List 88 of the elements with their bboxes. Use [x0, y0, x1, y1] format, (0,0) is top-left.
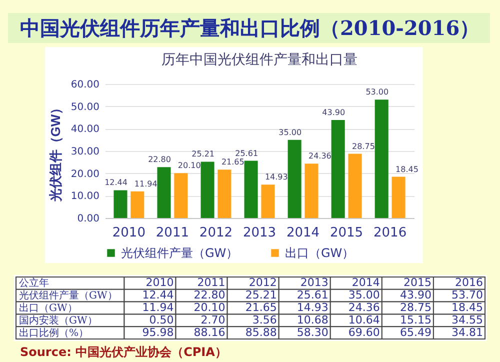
data-label: 25.21: [245, 288, 277, 302]
y-tick-label: 60.00: [70, 80, 100, 90]
x-tick-label: 2011: [197, 276, 226, 290]
y-tick-label: 国内安装（GW）: [19, 314, 98, 326]
data-label: 0.50: [149, 313, 174, 326]
data-label: 21.65: [245, 301, 277, 314]
data-label: 2.70: [200, 313, 226, 326]
data-label: 43.90: [322, 108, 346, 117]
data-label: 88.16: [194, 326, 226, 339]
x-tick-label: 2016: [455, 276, 483, 290]
legend-label: 出口（GW）: [285, 246, 354, 260]
data-label: 34.55: [452, 313, 483, 326]
chart-title: 中国光伏组件历年产量和出口比例（2010-2016）: [20, 15, 480, 42]
data-label: 35.00: [348, 288, 380, 302]
data-label: 11.94: [142, 301, 174, 314]
x-tick-label: 2016: [374, 226, 407, 240]
data-label: 95.98: [142, 326, 174, 339]
bar: [348, 154, 362, 218]
x-tick-label: 2013: [300, 276, 328, 290]
data-label: 10.64: [348, 313, 380, 326]
bar: [114, 190, 128, 218]
y-tick-label: 40.00: [70, 124, 100, 136]
source-note: Source: 中国光伏产业协会（CPIA）: [20, 344, 227, 361]
data-label: 69.60: [348, 326, 380, 339]
y-tick-label: 20.00: [70, 168, 100, 180]
y-tick-label: 30.00: [70, 146, 100, 158]
data-label: 53.70: [452, 288, 483, 302]
data-label: 43.90: [400, 288, 432, 302]
x-tick-label: 2013: [242, 226, 276, 240]
data-label: 10.68: [296, 313, 328, 326]
x-tick-label: 2012: [199, 226, 233, 240]
bar: [200, 162, 214, 218]
x-tick-label: 2014: [352, 276, 380, 290]
bar: [304, 164, 318, 218]
data-label: 35.00: [278, 128, 302, 137]
data-label: 11.94: [134, 179, 158, 188]
data-label: 12.44: [142, 288, 174, 302]
y-tick-label: 光伏组件产量（GW）: [19, 290, 118, 302]
bar: [218, 170, 232, 218]
data-label: 22.80: [148, 155, 171, 164]
x-tick-label: 2011: [156, 226, 190, 240]
x-axis-title: 公立年: [19, 277, 49, 290]
data-label: 20.10: [194, 301, 226, 314]
bar: [130, 191, 144, 218]
data-label: 12.44: [104, 178, 128, 188]
y-tick-label: 0.00: [77, 214, 100, 224]
data-label: 22.80: [194, 288, 226, 302]
data-label: 34.81: [452, 326, 483, 339]
x-tick-label: 2010: [146, 276, 174, 290]
data-label: 28.75: [352, 142, 375, 151]
bar: [392, 176, 406, 218]
bar: [244, 160, 258, 218]
y-tick-label: 10.00: [70, 191, 100, 202]
x-tick-label: 2015: [403, 276, 432, 290]
bar: [374, 100, 388, 218]
bar: [261, 184, 275, 218]
x-tick-label: 2012: [248, 276, 277, 290]
x-tick-label: 2010: [112, 226, 146, 240]
x-tick-label: 2014: [286, 226, 320, 240]
data-label: 28.75: [400, 301, 432, 314]
x-tick-label: 2015: [330, 226, 364, 240]
data-label: 25.21: [192, 150, 215, 159]
data-label: 53.00: [366, 88, 389, 97]
y-tick-label: 出口比例（%）: [19, 326, 89, 339]
data-label: 18.45: [452, 301, 483, 314]
data-label: 25.61: [235, 148, 258, 158]
data-label: 24.36: [308, 152, 332, 161]
data-label: 14.93: [296, 301, 328, 314]
data-label: 15.15: [400, 313, 432, 326]
y-tick-label: 50.00: [70, 102, 100, 113]
data-label: 21.65: [221, 158, 244, 167]
y-tick-label: 出口（GW）: [19, 302, 78, 314]
data-label: 85.88: [245, 326, 277, 339]
data-label: 18.45: [396, 164, 418, 174]
bar: [157, 167, 171, 218]
data-label: 58.30: [296, 326, 328, 339]
data-label: 14.93: [264, 172, 288, 182]
bar: [331, 120, 345, 218]
bar: [174, 173, 188, 218]
data-label: 20.10: [178, 161, 201, 170]
data-label: 24.36: [348, 301, 380, 314]
y-axis-title: 光伏组件（GW）: [48, 101, 63, 203]
data-label: 25.61: [296, 288, 328, 302]
bar: [288, 140, 302, 218]
data-label: 65.49: [400, 326, 432, 339]
legend-label: 光伏组件产量（GW）: [121, 246, 238, 260]
chart-subtitle: 历年中国光伏组件产量和出口量: [162, 52, 358, 68]
data-label: 3.56: [252, 313, 277, 326]
